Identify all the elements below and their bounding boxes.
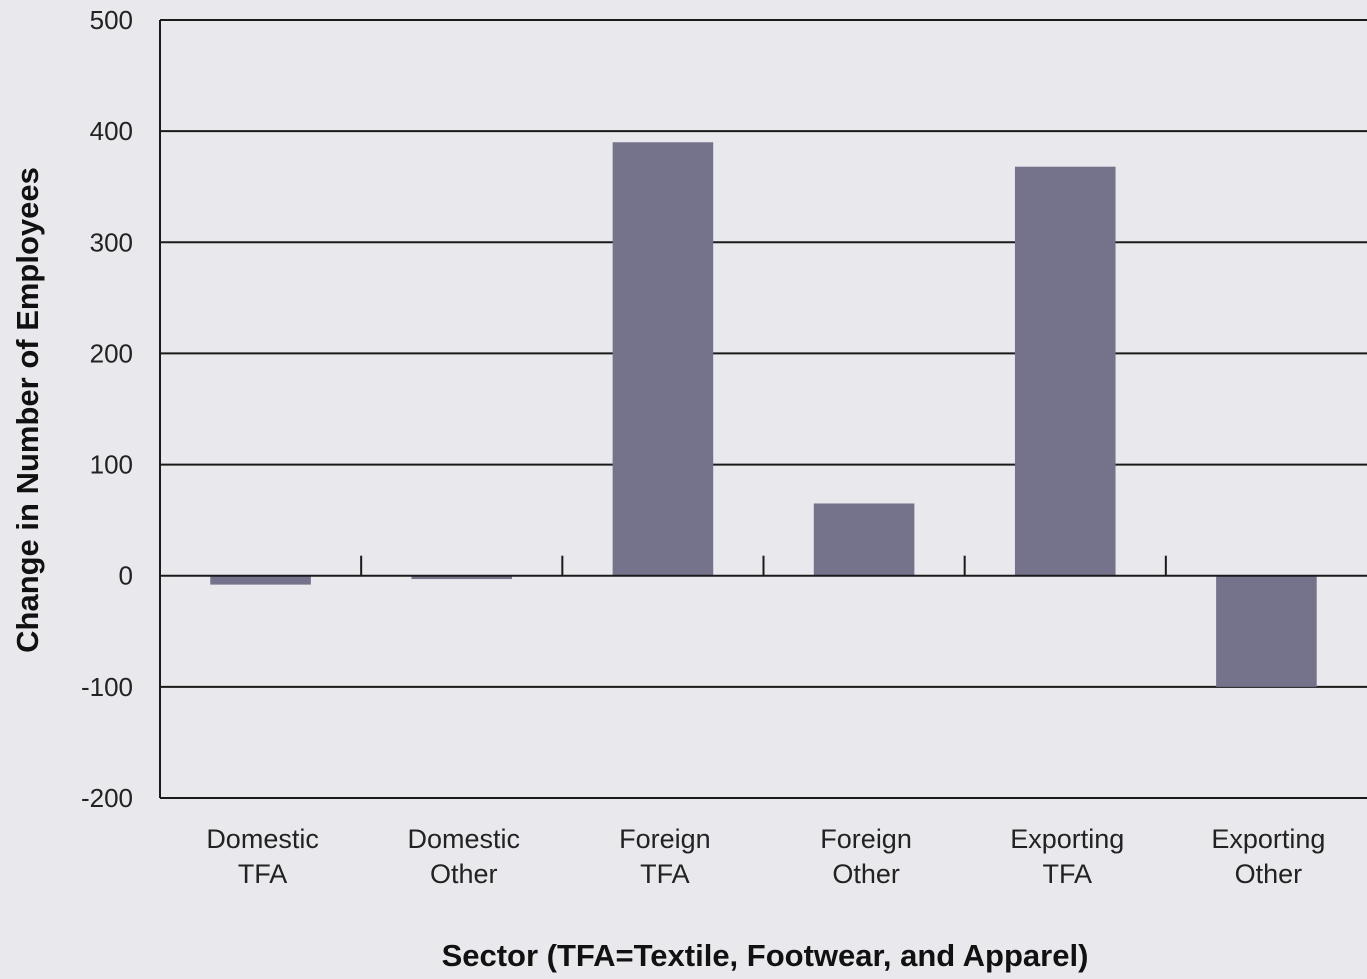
y-axis-title: Change in Number of Employees xyxy=(10,167,45,653)
bar xyxy=(411,575,513,580)
bar xyxy=(1216,575,1317,687)
y-tick-label: 500 xyxy=(90,5,133,35)
bar xyxy=(210,575,311,585)
y-tick-label: 100 xyxy=(90,450,133,480)
x-tick-label: Domestic TFA xyxy=(206,824,319,889)
gridlines xyxy=(160,19,1367,799)
labels: -200 -100 0 100 200 300 400 500 Domestic TFA Domes… xyxy=(81,5,1326,889)
y-tick-label: -200 xyxy=(81,783,133,813)
y-tick-label: -100 xyxy=(81,672,133,702)
x-tick-label: Foreign Other xyxy=(820,824,912,889)
y-tick-label: 400 xyxy=(90,116,133,146)
y-tick-label: 200 xyxy=(90,338,133,368)
x-axis-title: Sector (TFA=Textile, Footwear, and Appar… xyxy=(442,938,1089,973)
x-tick-label: Domestic Other xyxy=(407,824,520,889)
bar xyxy=(1014,166,1116,576)
axes xyxy=(159,20,1367,798)
bars xyxy=(210,142,1317,687)
bar xyxy=(813,503,915,576)
y-tick-label: 0 xyxy=(119,561,133,591)
y-tick-label: 300 xyxy=(90,227,133,257)
x-tick-label: Exporting Other xyxy=(1211,824,1325,889)
x-tick-label: Foreign TFA xyxy=(619,824,711,889)
x-tick-label: Exporting TFA xyxy=(1010,824,1124,889)
bar xyxy=(612,142,714,576)
